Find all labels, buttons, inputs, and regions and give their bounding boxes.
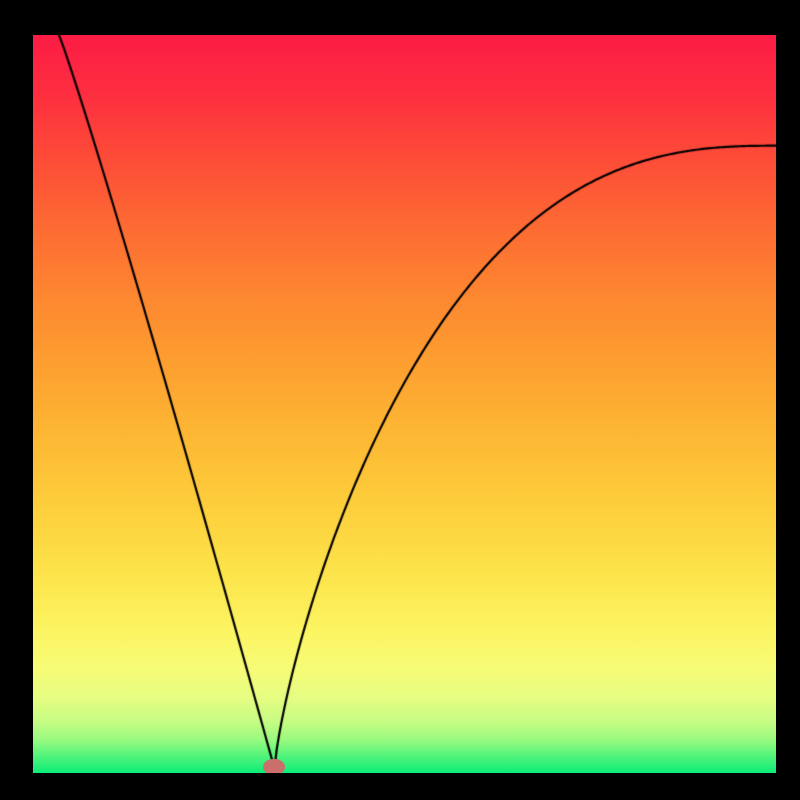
frame-border-left xyxy=(0,0,33,800)
bottleneck-curve xyxy=(33,35,776,773)
frame-border-right xyxy=(776,0,800,800)
frame-border-top xyxy=(0,0,800,35)
frame-border-bottom xyxy=(0,773,800,800)
plot-area xyxy=(33,35,776,773)
